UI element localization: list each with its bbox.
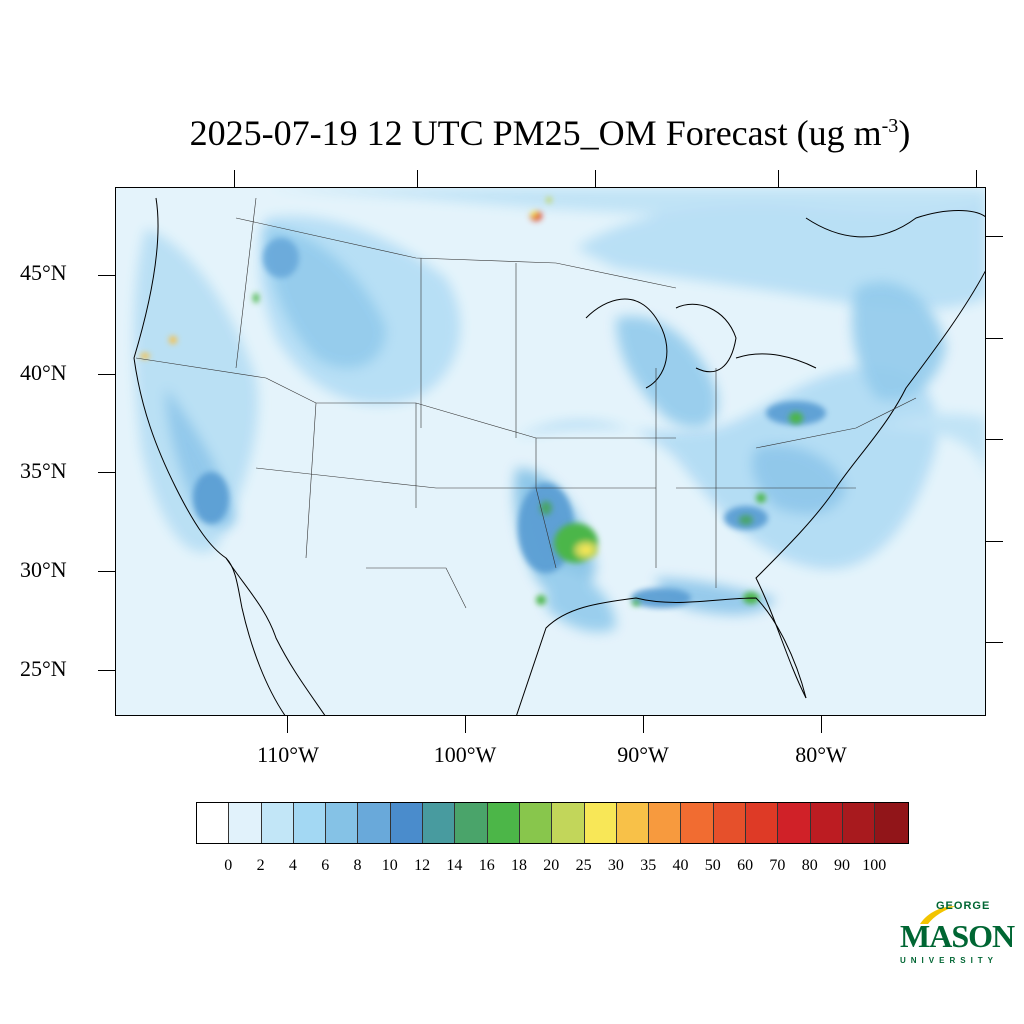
- bottom-tick: [287, 716, 288, 733]
- colorbar-box: [390, 803, 424, 843]
- colorbar-label: 60: [737, 857, 754, 874]
- longitude-label: 80°W: [795, 742, 847, 767]
- colorbar-label: 8: [353, 857, 362, 874]
- colorbar-box: [681, 803, 714, 843]
- bottom-tick: [643, 716, 644, 733]
- colorbar-box: [875, 803, 908, 843]
- colorbar-label: 30: [607, 857, 624, 874]
- colorbar-box: [584, 803, 617, 843]
- latitude-label: 35°N: [20, 458, 67, 483]
- colorbar-label: 0: [224, 857, 233, 874]
- concentration-field: [116, 188, 985, 715]
- colorbar-box: [746, 803, 779, 843]
- logo-line-george: GEORGE: [936, 900, 991, 912]
- colorbar-box: [423, 803, 456, 843]
- longitude-label: 110°W: [257, 742, 319, 767]
- colorbar-label: 80: [801, 857, 818, 874]
- right-tick: [986, 541, 1003, 542]
- colorbar-box: [455, 803, 488, 843]
- colorbar-label: 18: [511, 857, 527, 874]
- colorbar-box: [842, 803, 876, 843]
- colorbar-label: 40: [672, 857, 689, 874]
- right-tick: [986, 439, 1003, 440]
- colorbar-box: [487, 803, 520, 843]
- colorbar-box: [616, 803, 650, 843]
- right-tick: [986, 236, 1003, 237]
- left-tick: [98, 670, 115, 671]
- swoosh-icon: [920, 906, 956, 924]
- colorbar-box: [519, 803, 553, 843]
- left-tick: [98, 472, 115, 473]
- colorbar: [196, 802, 909, 844]
- george-mason-logo: GEORGE MASON UNIVERSITY: [898, 900, 1015, 970]
- colorbar-box: [293, 803, 327, 843]
- latitude-label: 30°N: [20, 557, 67, 582]
- latitude-label: 25°N: [20, 656, 67, 681]
- longitude-label: 90°W: [617, 742, 669, 767]
- map-title: 2025-07-19 12 UTC PM25_OM Forecast (ug m…: [189, 113, 911, 153]
- colorbar-box: [229, 803, 262, 843]
- colorbar-box: [810, 803, 843, 843]
- forecast-map: [115, 187, 986, 716]
- colorbar-label: 90: [834, 857, 850, 874]
- colorbar-box: [358, 803, 391, 843]
- right-tick: [986, 642, 1003, 643]
- colorbar-label: 16: [478, 857, 495, 874]
- latitude-label: 45°N: [20, 260, 67, 285]
- colorbar-label: 10: [381, 857, 398, 874]
- top-tick: [976, 170, 977, 187]
- colorbar-label: 25: [575, 857, 592, 874]
- colorbar-box: [261, 803, 294, 843]
- top-tick: [234, 170, 235, 187]
- colorbar-box: [326, 803, 359, 843]
- colorbar-label: 12: [414, 857, 431, 874]
- top-tick: [417, 170, 418, 187]
- bottom-tick: [821, 716, 822, 733]
- top-tick: [778, 170, 779, 187]
- colorbar-label: 20: [543, 857, 560, 874]
- colorbar-box: [649, 803, 682, 843]
- colorbar-label: 4: [288, 857, 297, 874]
- top-tick: [595, 170, 596, 187]
- logo-line-mason: MASON: [900, 918, 1015, 954]
- left-tick: [98, 571, 115, 572]
- latitude-label: 40°N: [20, 360, 67, 385]
- colorbar-label: 14: [446, 857, 463, 874]
- logo-line-university: UNIVERSITY: [900, 956, 999, 965]
- longitude-label: 100°W: [433, 742, 497, 767]
- right-tick: [986, 338, 1003, 339]
- left-tick: [98, 374, 115, 375]
- colorbar-box: [778, 803, 811, 843]
- colorbar-box: [713, 803, 747, 843]
- colorbar-label: 70: [769, 857, 786, 874]
- colorbar-label: 50: [704, 857, 721, 874]
- colorbar-label: 35: [640, 857, 657, 874]
- bottom-tick: [465, 716, 466, 733]
- colorbar-label: 100: [862, 857, 887, 874]
- colorbar-label: 6: [321, 857, 330, 874]
- left-tick: [98, 275, 115, 276]
- colorbar-label: 2: [256, 857, 265, 874]
- colorbar-box: [552, 803, 585, 843]
- colorbar-box: [197, 803, 230, 843]
